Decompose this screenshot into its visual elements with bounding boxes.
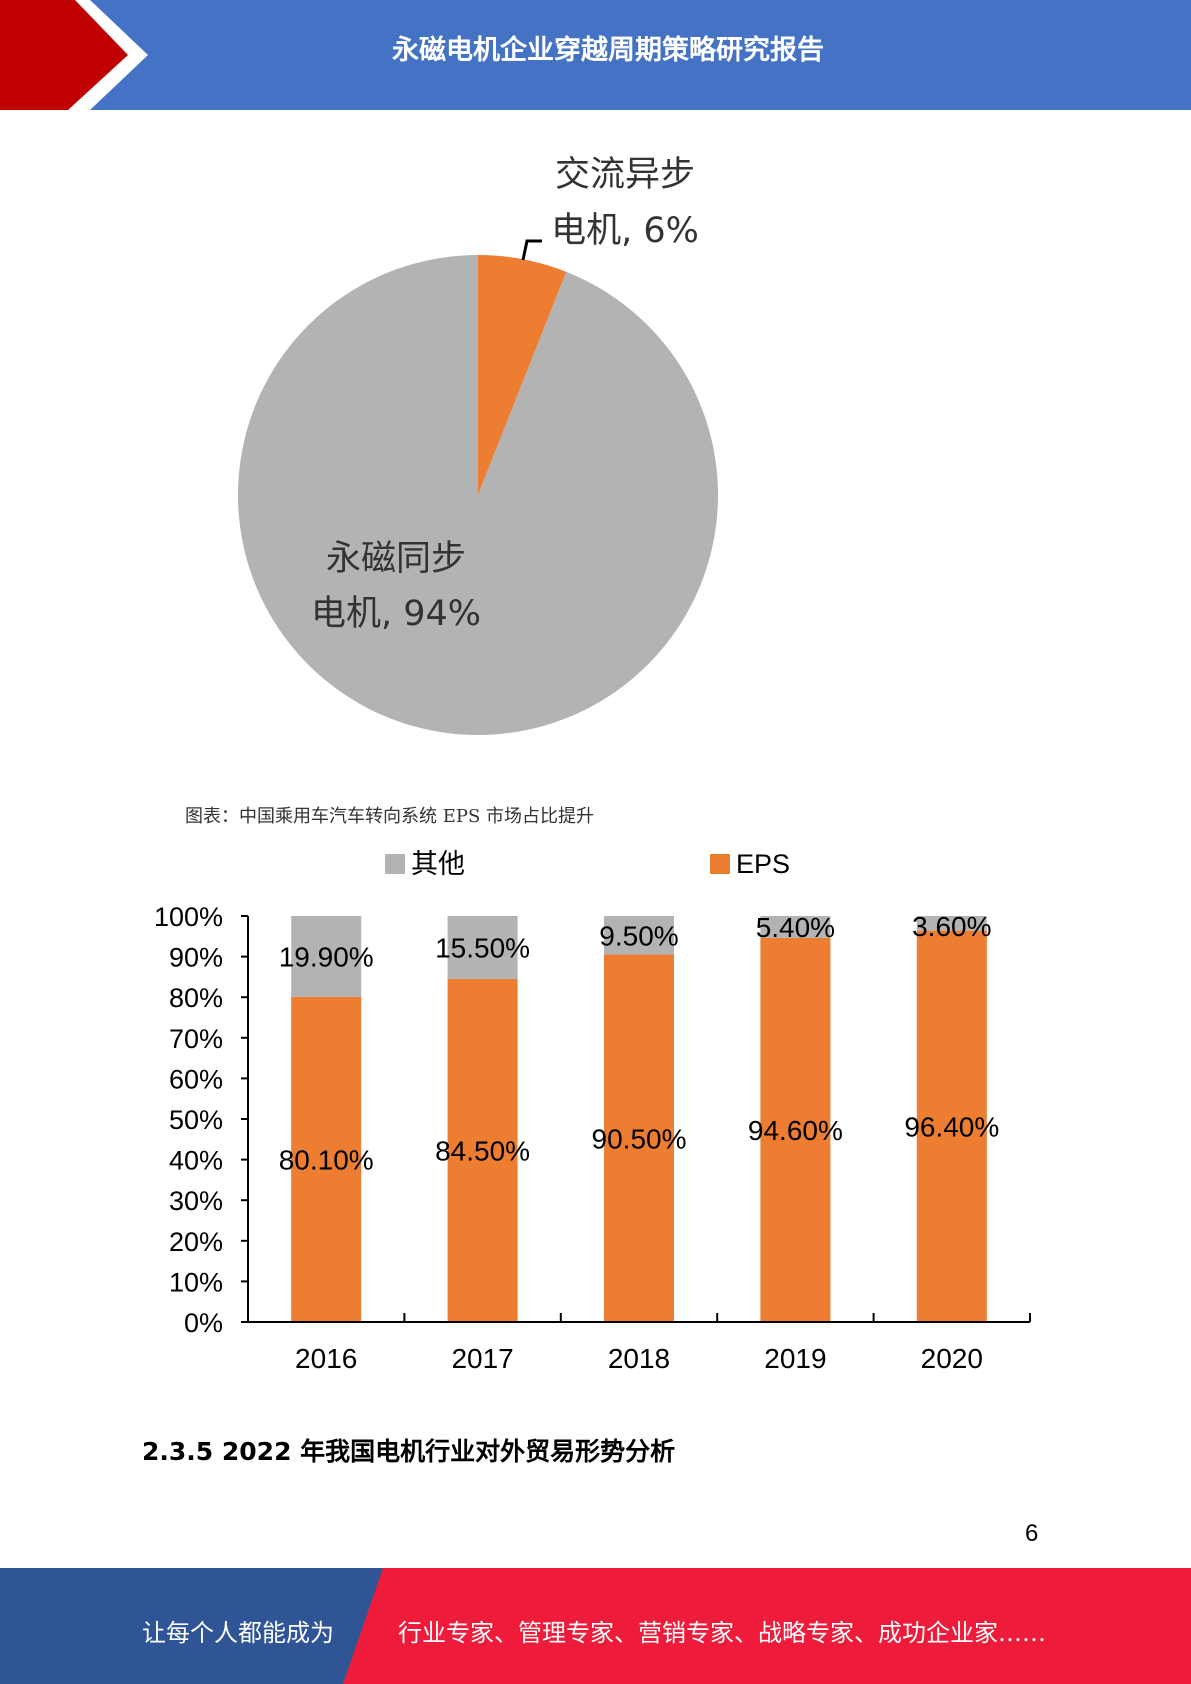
data-label-eps: 96.40% bbox=[904, 1111, 999, 1142]
bar-segment-other bbox=[604, 916, 674, 955]
pie-slice-pm-sync bbox=[237, 255, 718, 735]
x-tick-label: 2018 bbox=[608, 1343, 670, 1374]
data-label-eps: 90.50% bbox=[592, 1123, 687, 1154]
pie-label-ac-line1: 交流异步 bbox=[555, 155, 695, 195]
data-label-other: 5.40% bbox=[756, 912, 835, 943]
legend-swatch-eps bbox=[710, 854, 730, 874]
footer-banner bbox=[0, 1568, 1191, 1684]
header-banner bbox=[0, 0, 1191, 110]
y-tick-label: 60% bbox=[169, 1064, 223, 1094]
x-tick-label: 2016 bbox=[295, 1343, 357, 1374]
pie-leader-line bbox=[521, 239, 542, 261]
y-tick-label: 70% bbox=[169, 1024, 223, 1054]
bar-segment-other bbox=[447, 916, 518, 979]
page-number: 6 bbox=[1025, 1520, 1039, 1547]
pie-slice-ac-async bbox=[478, 255, 567, 495]
pie-label-pm-line2: 电机, 94% bbox=[311, 594, 481, 634]
pie-chart: 交流异步 电机, 6% 永磁同步 电机, 94% bbox=[237, 155, 718, 735]
y-tick-label: 50% bbox=[169, 1105, 223, 1135]
y-tick-label: 0% bbox=[184, 1308, 223, 1338]
data-label-other: 15.50% bbox=[435, 932, 530, 963]
data-label-other: 3.60% bbox=[912, 911, 991, 942]
bar-segment-eps bbox=[916, 930, 987, 1322]
data-label-eps: 94.60% bbox=[748, 1115, 843, 1146]
pie-label-pm-line1: 永磁同步 bbox=[326, 539, 466, 579]
bar-legend: 其他 EPS bbox=[385, 849, 790, 880]
bar-segment-eps bbox=[604, 954, 674, 1322]
legend-label-eps: EPS bbox=[736, 849, 790, 879]
section-heading: 2.3.5 2022 年我国电机行业对外贸易形势分析 bbox=[142, 1437, 676, 1466]
document-title: 永磁电机企业穿越周期策略研究报告 bbox=[392, 35, 824, 66]
legend-swatch-other bbox=[385, 854, 405, 874]
bar-segment-other bbox=[760, 916, 831, 938]
legend-label-other: 其他 bbox=[411, 849, 465, 880]
bar-segment-eps bbox=[760, 937, 831, 1322]
y-tick-label: 10% bbox=[169, 1267, 223, 1297]
header-blue-band bbox=[0, 0, 1191, 110]
stacked-bar-chart: 其他 EPS 0% 10% 20% 30% 40% 50% 60% 70% 80% 90% 100%… bbox=[154, 849, 1031, 1374]
bar-segment-other bbox=[291, 916, 362, 997]
x-tick-label: 2020 bbox=[921, 1343, 983, 1374]
y-tick-label: 80% bbox=[169, 983, 223, 1013]
pie-label-ac-line2: 电机, 6% bbox=[551, 211, 699, 251]
chart-caption: 图表：中国乘用车汽车转向系统 EPS 市场占比提升 bbox=[185, 806, 595, 827]
y-tick-label: 40% bbox=[169, 1146, 223, 1176]
bar-segment-eps bbox=[447, 978, 518, 1322]
y-tick-label: 20% bbox=[169, 1227, 223, 1257]
header-red-chevron bbox=[0, 0, 128, 110]
y-tick-label: 100% bbox=[154, 902, 223, 932]
data-label-eps: 84.50% bbox=[435, 1135, 530, 1166]
footer-slogan-left: 让每个人都能成为 bbox=[142, 1619, 334, 1647]
y-tick-label: 30% bbox=[169, 1186, 223, 1216]
data-label-other: 19.90% bbox=[279, 941, 374, 972]
x-tick-label: 2019 bbox=[764, 1343, 826, 1374]
bar-segment-eps bbox=[291, 996, 362, 1322]
data-label-eps: 80.10% bbox=[279, 1144, 374, 1175]
data-label-other: 9.50% bbox=[599, 920, 678, 951]
bar-segment-other bbox=[916, 916, 987, 931]
x-tick-label: 2017 bbox=[451, 1343, 513, 1374]
footer-blue-band bbox=[0, 1568, 383, 1684]
footer-slogan-right: 行业专家、管理专家、营销专家、战略专家、成功企业家…… bbox=[398, 1619, 1046, 1647]
y-tick-label: 90% bbox=[169, 943, 223, 973]
